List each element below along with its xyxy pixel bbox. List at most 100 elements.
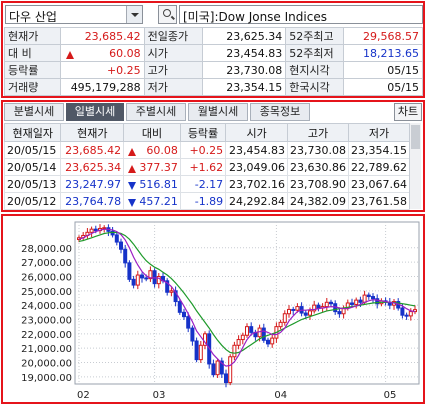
cell-high: 23,630.86 bbox=[286, 158, 349, 176]
x-tick-label: 05 bbox=[384, 390, 397, 401]
quote-label: 한국시각 bbox=[285, 78, 345, 96]
column-header[interactable]: 저가 bbox=[347, 123, 411, 142]
quote-value: 23,730.08 bbox=[201, 61, 287, 79]
column-header[interactable]: 시가 bbox=[225, 123, 288, 142]
table-row[interactable]: 20/05/15 23,685.42 60.08 +0.25 23,454.83 23,7… bbox=[3, 141, 411, 159]
quote-text: 거래량 bbox=[8, 81, 39, 94]
date-value: 20/05/12 bbox=[7, 194, 57, 208]
scrollbar[interactable] bbox=[409, 123, 421, 209]
quote-value: +0.25 bbox=[59, 61, 145, 79]
y-tick-label: 27,000.00 bbox=[21, 258, 72, 269]
cell-date: 20/05/14 bbox=[3, 158, 62, 176]
column-header[interactable]: 현재가 bbox=[60, 123, 125, 142]
candle-body bbox=[232, 344, 237, 358]
tab-1[interactable]: 분별시세 bbox=[4, 103, 64, 121]
candle-body bbox=[131, 278, 136, 286]
quote-label: 저가 bbox=[143, 78, 203, 96]
quote-value: 05/15 bbox=[343, 61, 423, 79]
candle-body bbox=[261, 327, 266, 341]
quote-label: 52주최저 bbox=[285, 44, 345, 62]
y-tick-label: 28,000.00 bbox=[21, 244, 72, 255]
table-row[interactable]: 20/05/14 23,625.34 377.37 +1.62 23,049.06 23,… bbox=[3, 158, 411, 176]
up-arrow-icon bbox=[65, 50, 74, 59]
y-tick-label: 22,000.00 bbox=[21, 330, 72, 341]
cell-low: 22,789.62 bbox=[347, 158, 411, 176]
cell-price: 23,625.34 bbox=[60, 158, 125, 176]
tab-2[interactable]: 일별시세 bbox=[66, 103, 124, 121]
candle-body bbox=[186, 316, 191, 329]
candle-body bbox=[198, 344, 203, 361]
cell-high: 23,730.08 bbox=[286, 141, 349, 159]
candle-body bbox=[224, 373, 228, 384]
quote-text: 한국시각 bbox=[289, 81, 330, 94]
candle-body bbox=[93, 228, 98, 232]
candle-body bbox=[135, 274, 140, 286]
open-value: 23,454.83 bbox=[229, 143, 285, 157]
candle-body bbox=[345, 302, 350, 309]
column-header[interactable]: 등락률 bbox=[179, 123, 227, 142]
y-tick-label: 19,000.00 bbox=[21, 373, 72, 384]
scrollbar-thumb[interactable] bbox=[411, 125, 420, 149]
open-value: 24,292.84 bbox=[229, 194, 285, 208]
quote-text: +0.25 bbox=[106, 63, 141, 77]
price-value: 23,764.78 bbox=[65, 194, 122, 208]
cell-date: 20/05/13 bbox=[3, 175, 62, 193]
cell-date: 20/05/12 bbox=[3, 192, 62, 210]
tab-4[interactable]: 월별시세 bbox=[188, 103, 248, 121]
candle-body bbox=[211, 363, 216, 376]
quote-value: 05/15 bbox=[343, 78, 423, 96]
quote-text: 23,354.15 bbox=[226, 80, 283, 94]
rate-value: -1.89 bbox=[194, 194, 224, 208]
search-button[interactable] bbox=[158, 5, 177, 24]
candle-body bbox=[362, 294, 367, 303]
quote-value: 29,568.57 bbox=[343, 27, 423, 45]
candle-body bbox=[110, 230, 115, 236]
quote-table: 현재가 23,685.42 전일종가 23,625.34 52주최고 29,568.57 대… bbox=[4, 27, 423, 96]
cell-price: 23,685.42 bbox=[60, 141, 125, 159]
column-header[interactable]: 현재일자 bbox=[3, 123, 62, 142]
candle-body bbox=[215, 360, 220, 376]
change-value: 457.21 bbox=[139, 194, 178, 208]
candle-body bbox=[282, 313, 287, 323]
candle-body bbox=[308, 310, 312, 316]
table-row[interactable]: 20/05/13 23,247.97 516.81 -2.17 23,702.16 23,… bbox=[3, 175, 411, 193]
change-value: 377.37 bbox=[139, 160, 178, 174]
table-row[interactable]: 20/05/12 23,764.78 457.21 -1.89 24,292.84 24,… bbox=[3, 192, 411, 210]
x-tick-label: 03 bbox=[153, 390, 166, 401]
low-value: 23,067.64 bbox=[351, 177, 407, 191]
quote-text: 23,625.34 bbox=[226, 29, 283, 43]
cell-open: 23,454.83 bbox=[225, 141, 288, 159]
candle-body bbox=[169, 290, 174, 293]
tab-3[interactable]: 주별시세 bbox=[126, 103, 186, 121]
chevron-down-icon[interactable] bbox=[126, 6, 142, 23]
quote-text: 현재가 bbox=[8, 30, 39, 43]
candle-body bbox=[413, 309, 417, 313]
ma-short-line bbox=[78, 228, 416, 367]
candle-body bbox=[173, 290, 178, 303]
candle-body bbox=[316, 304, 321, 309]
candle-body bbox=[312, 304, 317, 312]
quote-text: 29,568.57 bbox=[363, 29, 419, 43]
price-value: 23,247.97 bbox=[65, 177, 122, 191]
quote-value: 495,179,288 bbox=[59, 78, 145, 96]
quote-label: 대 비 bbox=[4, 44, 61, 62]
x-tick-label: 02 bbox=[77, 390, 90, 401]
candle-body bbox=[89, 228, 94, 233]
quote-text: 23,730.08 bbox=[226, 63, 283, 77]
column-header[interactable]: 대비 bbox=[123, 123, 181, 142]
index-select[interactable]: 다우 산업 bbox=[5, 5, 143, 24]
chart-button[interactable]: 차트 bbox=[394, 103, 422, 121]
cell-change: 516.81 bbox=[123, 175, 181, 193]
column-header[interactable]: 고가 bbox=[286, 123, 349, 142]
candle-body bbox=[144, 277, 149, 280]
tab-bar: 차트 분별시세 일별시세 주별시세 월별시세 종목정보 bbox=[4, 103, 424, 122]
cell-change: 377.37 bbox=[123, 158, 181, 176]
candle-body bbox=[140, 274, 144, 279]
candle-body bbox=[354, 299, 359, 305]
candle-body bbox=[114, 234, 119, 243]
quote-text: 전일종가 bbox=[147, 30, 189, 43]
cell-rate: -2.17 bbox=[179, 175, 227, 193]
tab-5[interactable]: 종목정보 bbox=[250, 103, 310, 121]
quote-row: 현재가 23,685.42 전일종가 23,625.34 52주최고 29,568.57 bbox=[4, 27, 423, 45]
rate-value: -2.17 bbox=[194, 177, 224, 191]
